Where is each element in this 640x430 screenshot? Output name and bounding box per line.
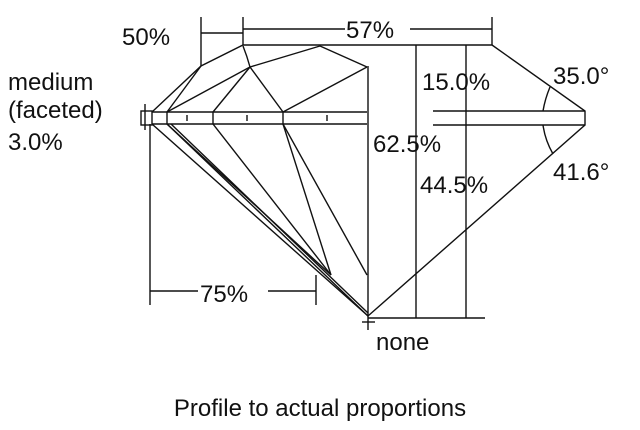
table-label: 57%	[346, 17, 394, 44]
pavilion-depth-label: 44.5%	[420, 172, 488, 199]
diamond-outline	[140, 44, 586, 330]
girdle-type-label: (faceted)	[8, 97, 103, 124]
culet-label: none	[376, 329, 429, 356]
dimension-lines	[149, 17, 585, 319]
crown-facets	[166, 45, 368, 124]
total-depth-label: 62.5%	[373, 131, 441, 158]
crown-angle-label: 35.0°	[553, 63, 609, 90]
star-length-label: 50%	[122, 24, 170, 51]
lower-half-label: 75%	[200, 281, 248, 308]
girdle-box	[140, 110, 153, 126]
pavilion-angle-label: 41.6°	[553, 159, 609, 186]
girdle-label: medium	[8, 69, 93, 96]
crown-height-label: 15.0%	[422, 69, 490, 96]
pavilion-facets	[166, 123, 369, 317]
caption: Profile to actual proportions	[174, 395, 466, 422]
girdle-percent-label: 3.0%	[8, 129, 63, 156]
labels: medium (faceted) 3.0% 50% 57% 15.0% 35.0…	[8, 17, 609, 422]
